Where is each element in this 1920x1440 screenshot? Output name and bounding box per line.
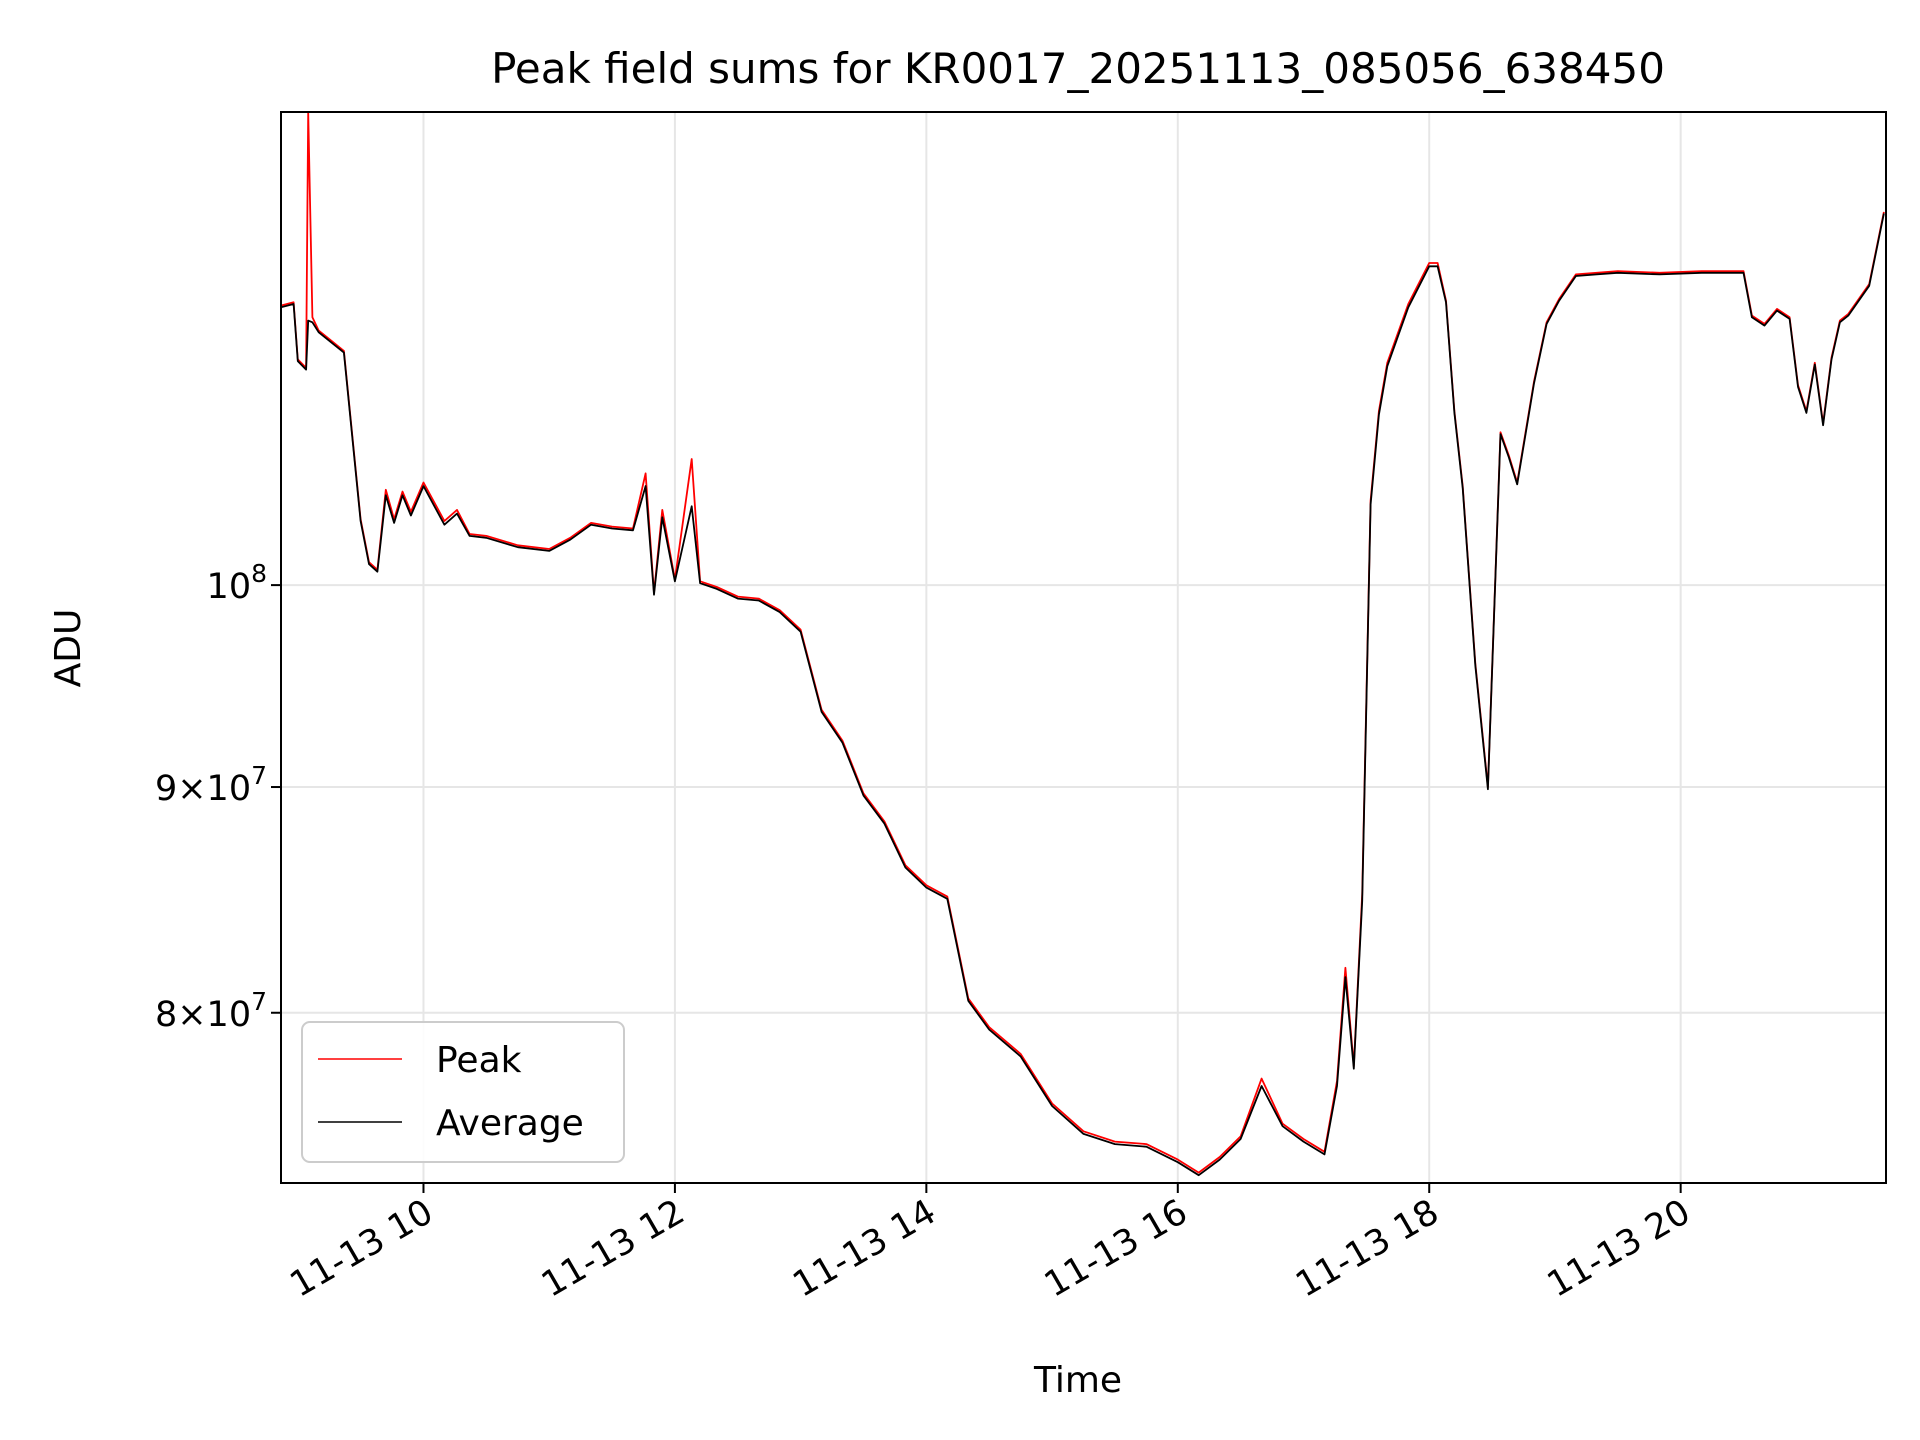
chart-title: Peak field sums for KR0017_20251113_0850…	[491, 44, 1665, 93]
series-line-average	[281, 213, 1885, 1177]
x-axis-label: Time	[1033, 1360, 1122, 1401]
y-axis-label: ADU	[48, 609, 89, 688]
series-layer	[281, 112, 1885, 1177]
y-tick-label-base: 10	[207, 567, 252, 607]
y-tick-label-base: 9×10	[155, 769, 251, 809]
series-line-peak	[281, 112, 1885, 1174]
legend-label-peak: Peak	[436, 1040, 522, 1081]
y-tick-label-exponent: 7	[251, 987, 267, 1016]
y-tick-label-base: 8×10	[155, 995, 251, 1035]
legend: Peak Average	[301, 1021, 625, 1163]
legend-label-average: Average	[436, 1103, 584, 1144]
y-tick-label: 9×107	[155, 761, 267, 809]
plot-frame	[280, 111, 1887, 1184]
grid-layer	[281, 112, 1886, 1183]
y-tick-label: 8×107	[155, 987, 267, 1035]
y-tick-label-exponent: 8	[251, 559, 267, 588]
legend-box	[301, 1021, 625, 1163]
y-tick-label-exponent: 7	[251, 761, 267, 790]
y-tick-label: 108	[207, 559, 267, 607]
